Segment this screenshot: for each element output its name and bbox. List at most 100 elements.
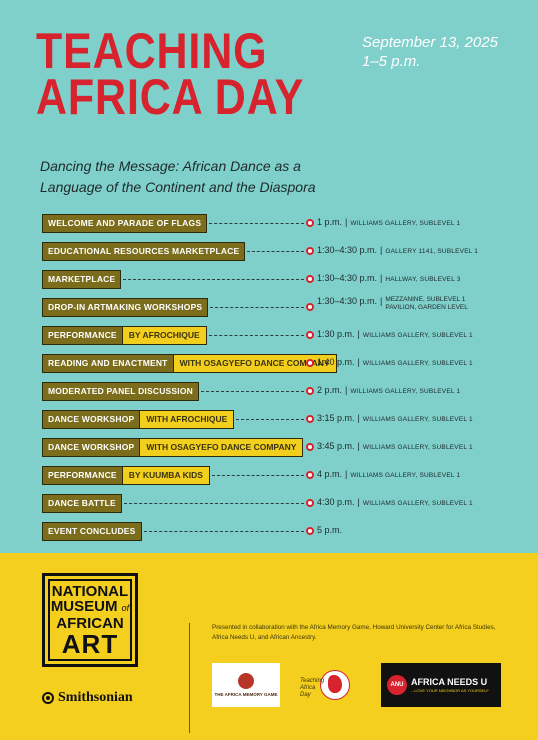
schedule-row: Moderated Panel Discussion 2 p.m. | William… — [42, 382, 512, 401]
leader-line — [123, 503, 304, 504]
partner-logo-teaching-africa-day: Teaching Africa Day — [300, 668, 354, 704]
footer: NATIONAL MUSEUM of AFRICAN ART Smithsoni… — [0, 553, 538, 740]
event-time: 4:30 p.m. — [317, 497, 355, 507]
event-location: Williams Gallery, Sublevel 1 — [350, 220, 461, 227]
event-time: 4 p.m. — [317, 469, 343, 479]
event-time: 1:40 p.m. — [317, 357, 355, 367]
leader-line — [247, 251, 304, 252]
schedule-row: Performance by Afrochique 1:30 p.m. | Willia… — [42, 326, 512, 345]
separator: | — [357, 357, 360, 367]
timeline-dot-icon — [306, 331, 314, 339]
event-name: Dance Workshop — [43, 411, 140, 428]
event-location: Hallway, Sublevel 3 — [385, 276, 461, 283]
event-location: Williams Gallery, Sublevel 1 — [362, 360, 473, 367]
event-name: Performance — [43, 327, 122, 344]
africa-map-icon — [328, 675, 342, 693]
logo-line-3: AFRICAN — [56, 614, 124, 632]
smithsonian-sun-icon — [42, 692, 54, 704]
event-time: 1 p.m. — [317, 217, 343, 227]
event-tag: Performance by Afrochique — [42, 326, 207, 345]
event-tag: Drop-in Artmaking Workshops — [42, 298, 209, 317]
schedule-row: Dance Workshop with Afrochique 3:15 p.m. | W… — [42, 410, 512, 429]
schedule-row: Performance by Kuumba Kids 4 p.m. | Williams… — [42, 466, 512, 485]
timeline-dot-icon — [306, 415, 314, 423]
event-name: Event Concludes — [43, 523, 141, 540]
event-time-location: 1:30–4:30 p.m. | Mezzanine, Sublevel 1 Pavi… — [317, 296, 468, 312]
africa-map-icon — [238, 673, 254, 689]
event-name: Moderated Panel Discussion — [43, 383, 198, 400]
event-performer: by Kuumba Kids — [121, 467, 209, 484]
event-time: 1:30 p.m. — [317, 329, 355, 339]
event-name: Marketplace — [43, 271, 121, 288]
event-time-location: 2 p.m. | Williams Gallery, Sublevel 1 — [317, 385, 460, 395]
event-time-location: 4:30 p.m. | Williams Gallery, Sublevel 1 — [317, 497, 473, 507]
event-performer: by Afrochique — [121, 327, 206, 344]
timeline-dot-icon — [306, 303, 314, 311]
event-location: Mezzanine, Sublevel 1 Pavilion, Garden Le… — [385, 296, 468, 311]
anu-badge-icon: ANU — [387, 675, 407, 695]
collaboration-text: Presented in collaboration with the Afri… — [212, 624, 496, 641]
event-name: Dance Workshop — [43, 439, 140, 456]
separator: | — [345, 385, 348, 395]
event-name: Performance — [43, 467, 122, 484]
event-name: Educational Resources Marketplace — [43, 243, 245, 260]
event-performer: with Osagyefo Dance Company — [172, 355, 336, 372]
smithsonian-logo: Smithsonian — [42, 690, 133, 706]
event-tag: Performance by Kuumba Kids — [42, 466, 210, 485]
event-tag: Event Concludes — [42, 522, 142, 541]
event-time: 3:15 p.m. — [317, 413, 355, 423]
event-tag: Welcome and Parade of Flags — [42, 214, 208, 233]
partner2-label: Teaching Africa Day — [300, 678, 325, 698]
timeline-dot-icon — [306, 219, 314, 227]
separator: | — [380, 245, 383, 255]
separator: | — [380, 296, 383, 306]
event-time-location: 1:30 p.m. | Williams Gallery, Sublevel 1 — [317, 329, 473, 339]
divider — [189, 623, 190, 733]
event-date-time: September 13, 2025 1–5 p.m. — [362, 33, 498, 71]
event-tag: Moderated Panel Discussion — [42, 382, 199, 401]
timeline-dot-icon — [306, 387, 314, 395]
event-tag: Dance Workshop with Osagyefo Dance Compan… — [42, 438, 304, 457]
event-tag: Dance Workshop with Afrochique — [42, 410, 235, 429]
leader-line — [236, 419, 304, 420]
smithsonian-name: Smithsonian — [58, 690, 133, 705]
nmafa-logo: NATIONAL MUSEUM of AFRICAN ART — [42, 573, 138, 667]
event-time-location: 1:30–4:30 p.m. | Hallway, Sublevel 3 — [317, 273, 461, 283]
event-location: Williams Gallery, Sublevel 1 — [362, 416, 473, 423]
event-name: Drop-in Artmaking Workshops — [43, 299, 208, 316]
schedule-row: Event Concludes 5 p.m. — [42, 522, 512, 541]
event-name: Reading and Enactment — [43, 355, 173, 372]
separator: | — [380, 273, 383, 283]
event-time-location: 4 p.m. | Williams Gallery, Sublevel 1 — [317, 469, 460, 479]
logo-line-1: NATIONAL — [51, 582, 129, 600]
separator: | — [357, 497, 360, 507]
event-time-location: 1:40 p.m. | Williams Gallery, Sublevel 1 — [317, 357, 473, 367]
schedule-row: Marketplace 1:30–4:30 p.m. | Hallway, Suble… — [42, 270, 512, 289]
partner3-tagline: ...LOVE YOUR NEIGHBOR AS YOURSELF — [411, 687, 489, 693]
partner-logo-africa-memory-game: THE AFRICA MEMORY GAME — [212, 663, 280, 707]
event-tag: Educational Resources Marketplace — [42, 242, 246, 261]
event-time-location: 1:30–4:30 p.m. | Gallery 1141, Sublevel 1 — [317, 245, 478, 255]
event-date: September 13, 2025 — [362, 34, 498, 51]
event-location: Williams Gallery, Sublevel 1 — [350, 388, 461, 395]
schedule-row: Welcome and Parade of Flags 1 p.m. | Willia… — [42, 214, 512, 233]
event-title: TEACHING AFRICA DAY — [36, 23, 304, 122]
event-time-location: 1 p.m. | Williams Gallery, Sublevel 1 — [317, 217, 460, 227]
timeline-dot-icon — [306, 247, 314, 255]
leader-line — [211, 475, 304, 476]
schedule-row: Educational Resources Marketplace 1:30–4:… — [42, 242, 512, 261]
event-time: 3:45 p.m. — [317, 441, 355, 451]
event-performer: with Osagyefo Dance Company — [139, 439, 303, 456]
partner1-name: THE AFRICA MEMORY GAME — [214, 692, 278, 697]
timeline-dot-icon — [306, 471, 314, 479]
event-location: Williams Gallery, Sublevel 1 — [350, 472, 461, 479]
event-time-location: 3:15 p.m. | Williams Gallery, Sublevel 1 — [317, 413, 473, 423]
separator: | — [357, 329, 360, 339]
event-time: 1:30–4:30 p.m. — [317, 296, 378, 306]
event-time: 1:30–4:30 p.m. — [317, 245, 378, 255]
event-tag: Reading and Enactment with Osagyefo Dance… — [42, 354, 337, 373]
title-line-1: TEACHING — [36, 23, 268, 79]
event-tag: Dance Battle — [42, 494, 122, 513]
event-name: Welcome and Parade of Flags — [43, 215, 207, 232]
